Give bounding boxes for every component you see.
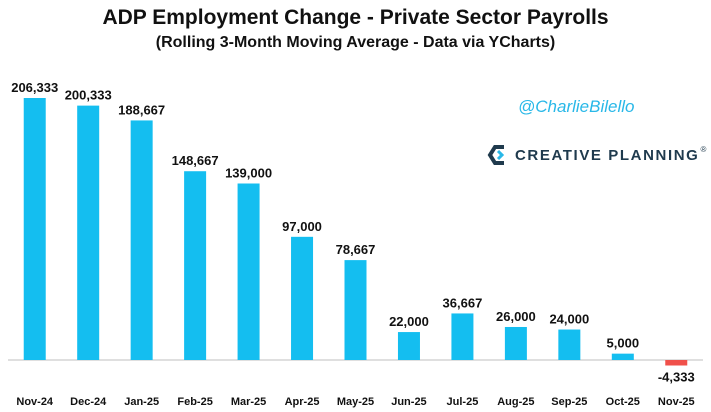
bar-Jun-25: [397, 332, 420, 360]
bar-Mar-25: [237, 183, 260, 360]
x-tick-label-Jun-25: Jun-25: [391, 396, 426, 408]
x-tick-label-Jan-25: Jan-25: [124, 396, 159, 408]
data-label-Sep-25: 24,000: [549, 312, 589, 327]
x-tick-label-Apr-25: Apr-25: [285, 396, 320, 408]
data-label-Aug-25: 26,000: [496, 309, 536, 324]
data-label-Apr-25: 97,000: [282, 219, 322, 234]
bar-Jul-25: [451, 313, 474, 360]
x-tick-label-Sep-25: Sep-25: [551, 396, 587, 408]
trademark-symbol: ®: [700, 144, 707, 154]
x-tick-label-Aug-25: Aug-25: [497, 396, 534, 408]
x-tick-label-May-25: May-25: [337, 396, 374, 408]
data-label-Oct-25: 5,000: [607, 336, 640, 351]
chart-subtitle: (Rolling 3-Month Moving Average - Data v…: [155, 34, 556, 51]
data-label-Nov-24: 206,333: [11, 80, 58, 95]
data-label-Jan-25: 188,667: [118, 102, 165, 117]
bar-Jan-25: [130, 120, 153, 360]
chart-title: ADP Employment Change - Private Sector P…: [102, 6, 609, 29]
bar-Apr-25: [291, 236, 314, 360]
data-label-Feb-25: 148,667: [172, 153, 219, 168]
bar-Aug-25: [504, 326, 527, 360]
data-label-Dec-24: 200,333: [65, 88, 112, 103]
bar-Nov-25: [665, 360, 688, 366]
bar-Sep-25: [558, 329, 581, 360]
x-tick-label-Feb-25: Feb-25: [177, 396, 212, 408]
bar-Dec-24: [77, 105, 100, 361]
x-tick-label-Jul-25: Jul-25: [447, 396, 479, 408]
x-tick-label-Oct-25: Oct-25: [606, 396, 640, 408]
bar-Nov-24: [23, 98, 46, 360]
x-tick-label-Dec-24: Dec-24: [70, 396, 107, 408]
data-label-Mar-25: 139,000: [225, 165, 272, 180]
bar-Feb-25: [184, 171, 207, 360]
x-tick-label-Nov-25: Nov-25: [658, 396, 695, 408]
creative-planning-logo-icon: [487, 145, 505, 165]
author-handle: @CharlieBilello: [518, 97, 635, 116]
data-label-Nov-25: -4,333: [658, 370, 695, 385]
bar-May-25: [344, 260, 367, 360]
x-tick-label-Nov-24: Nov-24: [16, 396, 54, 408]
bar-Oct-25: [611, 353, 634, 360]
data-label-Jun-25: 22,000: [389, 314, 429, 329]
data-label-Jul-25: 36,667: [443, 295, 483, 310]
data-label-May-25: 78,667: [336, 242, 376, 257]
brand-name: CREATIVE PLANNING: [515, 146, 700, 164]
x-tick-label-Mar-25: Mar-25: [231, 396, 266, 408]
brand-logo: CREATIVE PLANNING ®: [487, 143, 706, 167]
